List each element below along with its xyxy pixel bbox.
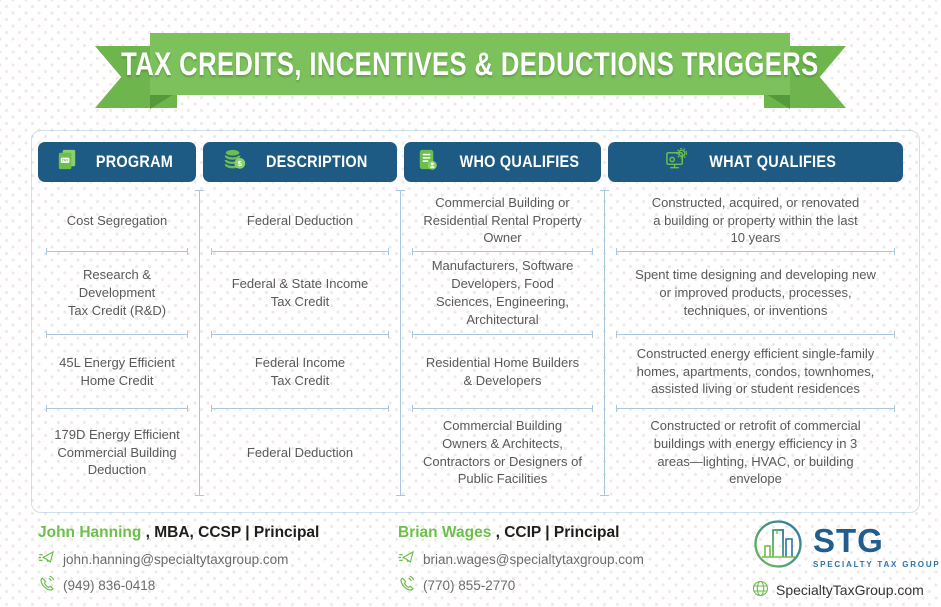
row-divider xyxy=(211,248,389,255)
table-outline xyxy=(31,130,920,513)
logo-subtitle: SPECIALTY TAX GROUP xyxy=(813,560,941,569)
stg-logo: STG SPECIALTY TAX GROUP xyxy=(752,518,941,575)
phone-icon xyxy=(38,575,55,595)
column-separator xyxy=(195,190,204,496)
svg-text:$: $ xyxy=(238,159,243,168)
ribbon-band: TAX CREDITS, INCENTIVES & DEDUCTIONS TRI… xyxy=(121,33,818,95)
column-header-description: $ DESCRIPTION xyxy=(203,142,397,182)
column-separator xyxy=(600,190,609,496)
column-separator xyxy=(396,190,405,496)
table-cell: Cost Segregation xyxy=(66,212,168,228)
globe-icon xyxy=(752,580,769,600)
table-cell: 45L Energy Efficient Home Credit xyxy=(59,354,175,388)
table-cell: Federal Deduction xyxy=(246,212,354,228)
table-cell: Commercial Building or Residential Renta… xyxy=(423,194,582,246)
email-row[interactable]: brian.wages@specialtytaxgroup.com xyxy=(398,549,644,569)
table-cell: Constructed, acquired, or renovated a bu… xyxy=(651,194,860,246)
table-cell: Constructed or retrofit of commercial bu… xyxy=(650,417,861,487)
column-what-qualifies: Constructed, acquired, or renovated a bu… xyxy=(608,190,903,496)
contact-title: , CCIP | Principal xyxy=(491,524,620,541)
contact-card-brian-wages: Brian Wages , CCIP | Principal brian.wag… xyxy=(398,524,644,601)
paper-plane-icon xyxy=(398,549,415,569)
contact-name-line: Brian Wages , CCIP | Principal xyxy=(398,524,644,542)
monitor-gears-icon xyxy=(664,147,689,177)
email-row[interactable]: john.hanning@specialtytaxgroup.com xyxy=(38,549,319,569)
svg-text:TAX: TAX xyxy=(61,159,69,163)
website-row[interactable]: SpecialtyTaxGroup.com xyxy=(752,580,924,600)
row-divider xyxy=(412,331,593,338)
row-divider xyxy=(46,405,188,412)
table-cell: Constructed energy efficient single-fami… xyxy=(636,345,875,397)
table-cell: Federal Income Tax Credit xyxy=(254,354,346,388)
table-body: Cost Segregation Research & Development … xyxy=(38,190,903,496)
logo-abbr: STG xyxy=(813,522,884,559)
scroll-person-icon xyxy=(415,147,440,177)
contact-card-john-hanning: John Hanning , MBA, CCSP | Principal joh… xyxy=(38,524,319,601)
header-label: WHO QUALIFIES xyxy=(459,152,580,171)
contact-name: John Hanning xyxy=(38,524,142,541)
row-divider xyxy=(46,248,188,255)
banner-title: TAX CREDITS, INCENTIVES & DEDUCTIONS TRI… xyxy=(121,45,819,82)
table-cell: Federal Deduction xyxy=(246,444,354,460)
email-text[interactable]: brian.wages@specialtytaxgroup.com xyxy=(423,551,644,567)
website-text[interactable]: SpecialtyTaxGroup.com xyxy=(776,582,924,598)
table-cell: Manufacturers, Software Developers, Food… xyxy=(431,258,574,327)
row-divider xyxy=(211,405,389,412)
coins-icon: $ xyxy=(223,147,248,177)
row-divider xyxy=(412,248,593,255)
row-divider xyxy=(412,405,593,412)
column-who-qualifies: Commercial Building or Residential Renta… xyxy=(404,190,601,496)
header-label: WHAT QUALIFIES xyxy=(709,152,836,171)
phone-row[interactable]: (770) 855-2770 xyxy=(398,575,644,595)
table-cell: Spent time designing and developing new … xyxy=(635,267,876,318)
row-divider xyxy=(46,331,188,338)
contact-title: , MBA, CCSP | Principal xyxy=(141,524,320,541)
contact-name: Brian Wages xyxy=(398,524,492,541)
table-cell: Federal & State Income Tax Credit xyxy=(231,276,369,309)
column-header-who-qualifies: WHO QUALIFIES xyxy=(404,142,601,182)
phone-row[interactable]: (949) 836-0418 xyxy=(38,575,319,595)
footer: John Hanning , MBA, CCSP | Principal joh… xyxy=(0,520,941,607)
phone-text[interactable]: (949) 836-0418 xyxy=(63,577,156,593)
row-divider xyxy=(616,405,895,412)
table-cell: Research & Development Tax Credit (R&D) xyxy=(67,267,167,318)
phone-icon xyxy=(398,575,415,595)
column-description: Federal Deduction Federal & State Income… xyxy=(203,190,397,496)
contact-name-line: John Hanning , MBA, CCSP | Principal xyxy=(38,524,319,542)
table-cell: Residential Home Builders & Developers xyxy=(425,354,580,388)
header-label: PROGRAM xyxy=(95,152,173,171)
table-cell: Commercial Building Owners & Architects,… xyxy=(423,417,582,487)
column-header-program: TAX PROGRAM xyxy=(38,142,196,182)
paper-plane-icon xyxy=(38,549,55,569)
table-cell: 179D Energy Efficient Commercial Buildin… xyxy=(54,426,180,478)
row-divider xyxy=(616,331,895,338)
column-program: Cost Segregation Research & Development … xyxy=(38,190,196,496)
header-label: DESCRIPTION xyxy=(266,152,368,171)
column-header-what-qualifies: WHAT QUALIFIES xyxy=(608,142,903,182)
buildings-circle-icon xyxy=(752,518,804,575)
phone-text[interactable]: (770) 855-2770 xyxy=(423,577,516,593)
row-divider xyxy=(211,331,389,338)
row-divider xyxy=(616,248,895,255)
logo-text-block: STG SPECIALTY TAX GROUP xyxy=(813,524,941,569)
tax-document-icon: TAX xyxy=(55,147,80,177)
email-text[interactable]: john.hanning@specialtytaxgroup.com xyxy=(63,551,289,567)
table-header-row: TAX PROGRAM $ DESCRIPTION xyxy=(38,142,903,182)
